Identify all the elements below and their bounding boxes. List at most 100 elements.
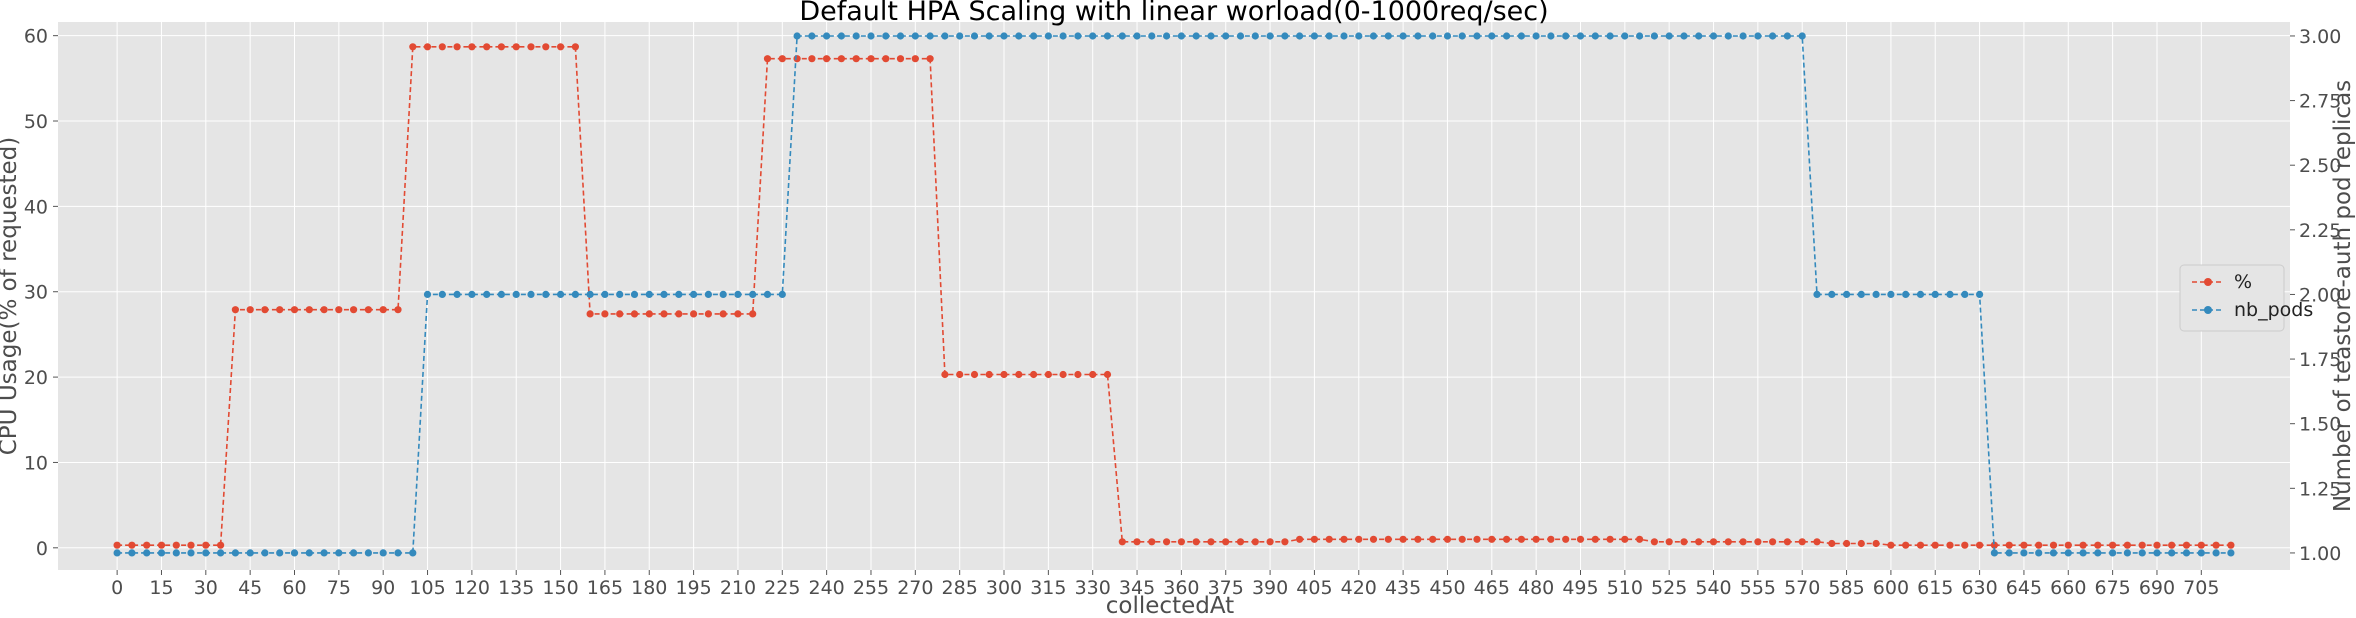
data-point-pods (1798, 32, 1806, 40)
data-point-pods (364, 549, 372, 557)
data-point-cpu (1089, 370, 1097, 379)
y-tick-label: 60 (24, 26, 48, 48)
data-point-cpu (231, 306, 239, 314)
data-point-pods (1266, 32, 1274, 40)
data-point-pods (438, 290, 446, 298)
y-axis-label: CPU Usage(% of requested) (0, 137, 22, 456)
data-point-pods (1665, 32, 1673, 40)
data-point-cpu (1074, 370, 1082, 379)
data-point-cpu (1532, 535, 1540, 543)
data-point-pods (2094, 549, 2102, 557)
data-point-pods (1044, 32, 1052, 40)
data-point-pods (1902, 290, 1910, 298)
data-point-cpu (453, 43, 461, 51)
data-point-cpu (2153, 541, 2161, 549)
data-point-pods (1828, 290, 1836, 298)
data-point-pods (1724, 32, 1732, 40)
data-point-pods (1089, 32, 1097, 40)
data-point-pods (1030, 32, 1038, 40)
data-point-cpu (941, 370, 949, 379)
data-point-pods (290, 549, 299, 557)
data-point-cpu (2020, 541, 2028, 549)
data-point-pods (1695, 32, 1703, 40)
data-point-pods (1384, 32, 1392, 40)
x-tick-label: 285 (942, 577, 978, 599)
data-point-cpu (1857, 539, 1865, 548)
data-point-cpu (157, 541, 166, 549)
data-point-pods (1429, 32, 1437, 40)
data-point-pods (1591, 32, 1599, 40)
data-point-pods (2212, 549, 2220, 557)
data-point-cpu (1133, 538, 1141, 546)
data-point-cpu (468, 43, 476, 51)
data-point-cpu (956, 370, 964, 379)
x-tick-label: 225 (764, 577, 800, 599)
x-tick-label: 675 (2094, 577, 2130, 599)
data-point-cpu (143, 541, 151, 549)
data-point-pods (837, 32, 846, 40)
data-point-pods (2109, 549, 2117, 557)
data-point-pods (557, 290, 565, 298)
y2-tick-label: 1.50 (2299, 414, 2341, 436)
y2-tick-label: 1.25 (2299, 478, 2341, 500)
data-point-cpu (1813, 538, 1821, 546)
data-point-pods (1118, 32, 1126, 40)
y-tick-label: 20 (24, 367, 48, 389)
data-point-cpu (1473, 535, 1481, 543)
y2-axis-ticks: 1.00 1.25 1.50 1.75 2.00 2.25 2.50 2.75 3.00 (2290, 26, 2341, 565)
data-point-pods (1281, 32, 1289, 40)
x-tick-label: 105 (409, 577, 445, 599)
data-point-pods (379, 549, 387, 557)
data-point-pods (2168, 549, 2176, 557)
data-point-pods (2197, 549, 2205, 557)
data-point-cpu (616, 310, 624, 318)
data-point-cpu (2168, 541, 2176, 549)
data-point-pods (1769, 32, 1777, 40)
data-point-pods (616, 290, 624, 298)
data-point-pods (423, 290, 432, 298)
data-point-cpu (305, 306, 313, 314)
data-point-pods (276, 549, 284, 557)
data-point-pods (1576, 32, 1585, 40)
data-point-pods (128, 549, 136, 557)
data-point-pods (1739, 32, 1747, 40)
x-tick-label: 345 (1119, 577, 1155, 599)
x-tick-label: 525 (1651, 577, 1687, 599)
data-point-cpu (1059, 370, 1067, 379)
data-point-cpu (1384, 535, 1392, 543)
data-point-cpu (1843, 539, 1851, 548)
data-point-pods (1562, 32, 1570, 40)
x-tick-label: 555 (1740, 577, 1776, 599)
data-point-pods (187, 549, 195, 557)
y2-tick-label: 2.50 (2299, 155, 2341, 177)
x-tick-label: 480 (1518, 577, 1554, 599)
data-point-cpu (1177, 538, 1185, 546)
legend-marker-pods (2204, 306, 2212, 314)
y-tick-label: 40 (24, 196, 48, 218)
data-point-pods (571, 290, 580, 298)
data-point-cpu (2049, 541, 2058, 549)
data-point-cpu (2212, 541, 2220, 549)
data-point-cpu (542, 43, 550, 51)
data-point-cpu (1399, 535, 1407, 543)
data-point-pods (1783, 32, 1791, 40)
data-point-pods (1754, 32, 1762, 40)
data-point-cpu (1355, 535, 1363, 543)
y-tick-label: 30 (24, 282, 48, 304)
x-tick-label: 360 (1163, 577, 1199, 599)
data-point-cpu (1015, 370, 1023, 379)
data-point-pods (1547, 32, 1555, 40)
data-point-pods (542, 290, 550, 298)
data-point-cpu (1606, 535, 1614, 543)
data-point-cpu (128, 541, 136, 549)
data-point-pods (453, 290, 461, 298)
data-point-pods (719, 290, 727, 298)
data-point-pods (335, 549, 343, 557)
data-point-pods (1296, 32, 1304, 40)
x-tick-label: 600 (1873, 577, 1909, 599)
legend: % nb_pods (2179, 264, 2313, 332)
data-point-pods (630, 290, 639, 298)
x-tick-label: 375 (1208, 577, 1244, 599)
data-point-cpu (1665, 538, 1673, 546)
data-point-pods (1532, 32, 1540, 40)
